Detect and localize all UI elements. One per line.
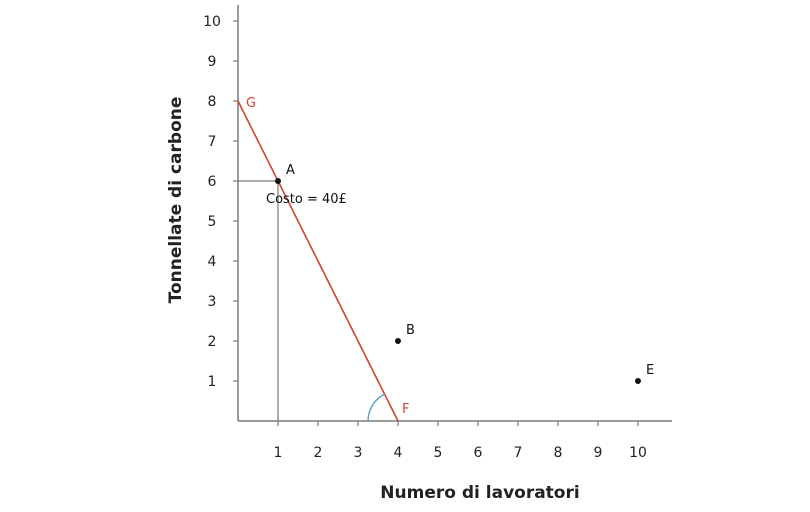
x-tick-label: 7 — [514, 445, 523, 461]
x-tick-label: 9 — [594, 445, 603, 461]
x-tick-label: 5 — [434, 445, 443, 461]
x-tick-label: 3 — [354, 445, 363, 461]
x-tick-label: 8 — [554, 445, 563, 461]
y-tick-label: 5 — [208, 214, 217, 230]
x-tick-label: 4 — [394, 445, 403, 461]
y-tick-label: 6 — [208, 174, 217, 190]
y-tick-label: 3 — [208, 294, 217, 310]
point-label-B: B — [406, 323, 415, 338]
x-tick-label: 1 — [274, 445, 283, 461]
angle-marker — [367, 393, 385, 422]
y-tick-label: 2 — [208, 334, 217, 350]
point-label-A: A — [286, 163, 295, 178]
isocost-label: Costo = 40£ — [266, 192, 347, 207]
point-A — [275, 178, 281, 184]
y-axis-label: Tonnellate di carbone — [166, 97, 186, 304]
y-tick-label: 9 — [208, 54, 217, 70]
y-tick-label: 7 — [208, 134, 217, 150]
x-axis-label: Numero di lavoratori — [380, 483, 579, 503]
point-label-G: G — [246, 96, 256, 111]
y-tick-label: 8 — [208, 94, 217, 110]
x-tick-label: 6 — [474, 445, 483, 461]
point-label-F: F — [402, 402, 409, 417]
point-B — [395, 338, 401, 344]
y-tick-label: 10 — [203, 14, 221, 30]
point-label-E: E — [646, 363, 654, 378]
point-E — [635, 378, 641, 384]
isocost-line — [237, 100, 399, 422]
x-tick-label: 10 — [629, 445, 647, 461]
y-tick-label: 1 — [208, 374, 217, 390]
y-tick-label: 4 — [208, 254, 217, 270]
x-tick-label: 2 — [314, 445, 323, 461]
